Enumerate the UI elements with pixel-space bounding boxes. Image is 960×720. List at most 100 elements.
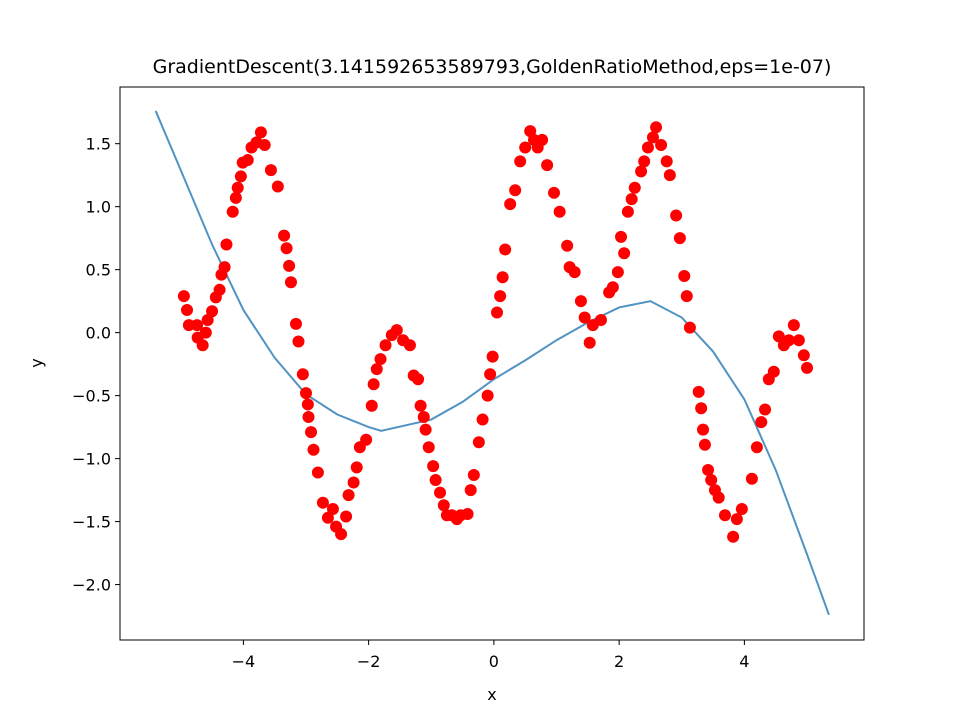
point <box>797 349 810 362</box>
point <box>578 311 591 324</box>
plot-frame <box>119 86 865 641</box>
point <box>300 387 312 400</box>
point <box>181 303 194 316</box>
point <box>692 385 705 398</box>
point <box>486 350 499 363</box>
point <box>697 423 710 436</box>
point <box>403 339 416 352</box>
point <box>302 411 315 424</box>
point <box>220 238 233 251</box>
point <box>271 180 284 193</box>
point <box>347 476 360 489</box>
point <box>390 324 403 337</box>
point <box>792 334 805 347</box>
point <box>206 305 219 318</box>
point <box>196 339 209 352</box>
point <box>307 443 320 456</box>
point <box>481 389 494 402</box>
point <box>663 169 676 182</box>
point <box>229 191 242 204</box>
point <box>254 126 267 139</box>
point <box>536 133 549 146</box>
point <box>218 261 231 274</box>
point <box>541 159 554 172</box>
point <box>496 271 509 284</box>
point <box>638 155 651 168</box>
y-axis-label: y <box>27 358 46 367</box>
point <box>326 502 339 515</box>
point <box>241 154 254 167</box>
point <box>772 330 785 343</box>
point <box>434 486 447 499</box>
point <box>705 474 718 487</box>
point <box>568 266 581 279</box>
point <box>422 441 435 454</box>
point <box>718 509 731 522</box>
point <box>340 510 353 523</box>
point <box>680 290 693 303</box>
point <box>695 402 708 415</box>
point <box>514 155 527 168</box>
point <box>801 361 814 374</box>
point <box>519 141 532 154</box>
point <box>611 266 624 279</box>
point <box>429 474 442 487</box>
point <box>374 353 387 366</box>
point <box>472 436 485 449</box>
curve <box>154 110 830 616</box>
point <box>464 484 477 497</box>
point <box>755 416 768 429</box>
point <box>594 314 607 327</box>
point <box>419 423 432 436</box>
point <box>574 295 587 308</box>
point <box>226 205 239 218</box>
point <box>484 368 497 381</box>
point <box>641 141 654 154</box>
y-tick-label: 1.5 <box>86 135 111 154</box>
point <box>494 290 507 303</box>
point <box>767 365 780 378</box>
point <box>427 460 440 473</box>
point <box>292 335 305 348</box>
point <box>379 339 392 352</box>
y-tick-label: −2.0 <box>72 576 111 595</box>
point <box>305 426 318 439</box>
point <box>365 399 378 412</box>
point <box>727 530 740 543</box>
point <box>342 489 355 502</box>
point <box>759 403 772 416</box>
point <box>321 511 334 524</box>
point <box>750 441 763 454</box>
point <box>367 378 380 391</box>
point <box>199 326 212 339</box>
point <box>583 336 596 349</box>
x-tick-label: 4 <box>739 652 749 671</box>
point <box>467 468 480 481</box>
point <box>437 499 450 512</box>
point <box>296 368 309 381</box>
point <box>621 205 634 218</box>
y-tick-label: 0.5 <box>86 261 111 280</box>
point <box>335 528 348 541</box>
point <box>606 281 619 294</box>
point <box>646 131 659 144</box>
point <box>673 232 686 245</box>
point <box>360 433 373 446</box>
point <box>660 155 673 168</box>
point <box>553 205 566 218</box>
x-tick-label: −2 <box>357 652 381 671</box>
x-tick-label: −4 <box>232 652 256 671</box>
point <box>625 193 638 206</box>
point <box>231 181 244 194</box>
point <box>730 513 743 526</box>
point <box>745 472 758 485</box>
point <box>311 466 324 479</box>
point <box>509 184 522 197</box>
point <box>615 230 628 243</box>
point <box>177 290 190 303</box>
point <box>280 242 293 255</box>
point <box>712 491 725 504</box>
point <box>258 138 271 151</box>
point <box>191 319 204 332</box>
